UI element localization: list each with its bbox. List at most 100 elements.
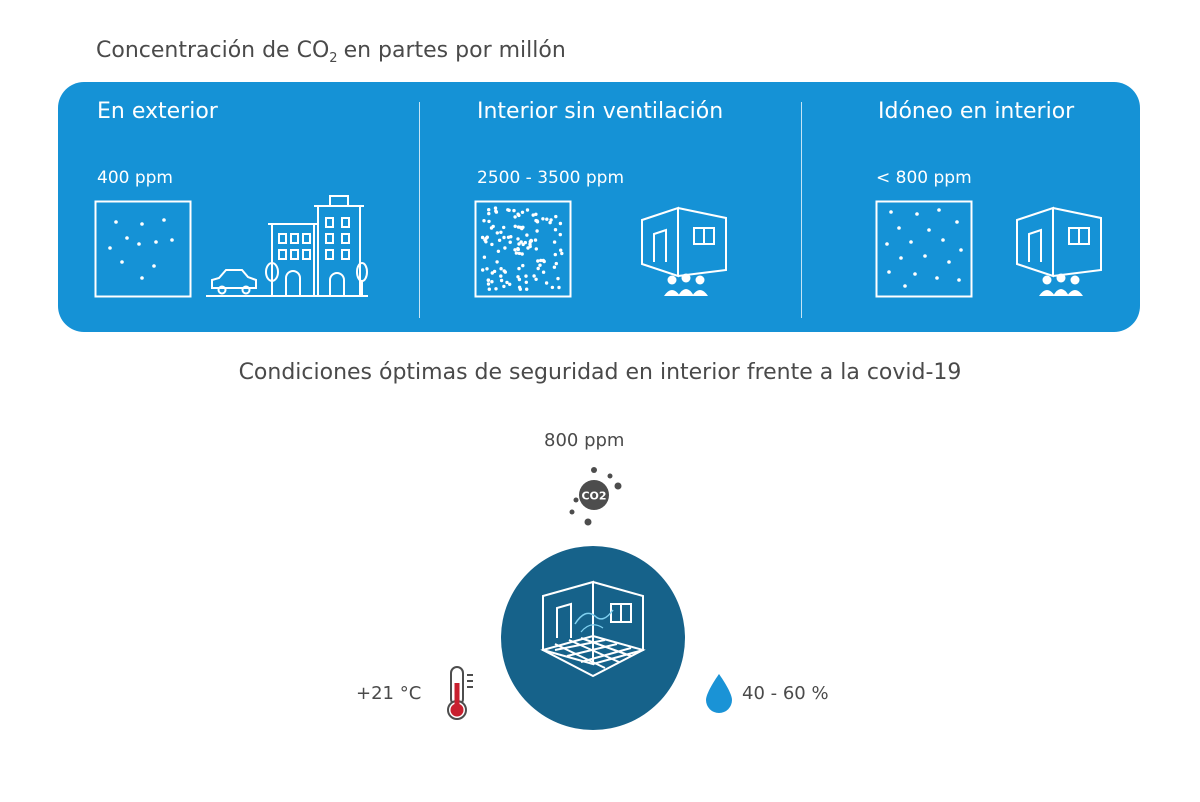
column-divider (419, 102, 420, 318)
particle-dot (507, 208, 511, 212)
particle-dot (517, 277, 522, 282)
particle-dot (534, 212, 538, 216)
temperature-value: +21 °C (356, 683, 422, 704)
sparse-particle-box-icon (875, 200, 973, 298)
particle-dot (499, 274, 503, 278)
particle-dot (559, 248, 563, 252)
particle-dot (535, 220, 540, 224)
column-divider (801, 102, 802, 318)
particle-dot (529, 238, 533, 243)
particle-dot (513, 215, 517, 219)
particle-dot (552, 240, 557, 244)
particle-dot (516, 212, 520, 216)
title-text-after: en partes por millón (343, 38, 566, 63)
conditions-title: Condiciones óptimas de seguridad en inte… (238, 360, 962, 385)
particle-dot (495, 231, 499, 235)
particle-dot (499, 230, 503, 234)
particle-dot (545, 217, 549, 221)
particle-dot (558, 221, 563, 226)
particle-dot (516, 237, 520, 241)
co2-concentration-title: Concentración de CO2 en partes por millón (96, 38, 566, 66)
particle-dot (535, 229, 539, 233)
particle-dot (521, 242, 525, 247)
particle-dot (525, 208, 530, 212)
particle-dot (483, 238, 487, 242)
outdoor-value: 400 ppm (97, 168, 173, 188)
particle-dot (513, 248, 517, 252)
particle-dot (558, 232, 562, 237)
particle-dot (554, 214, 558, 219)
particle-dot (554, 261, 558, 266)
particle-dot (487, 287, 491, 291)
particle-dot (480, 235, 485, 240)
thermometer-icon (447, 666, 473, 720)
particle-dot (531, 213, 535, 217)
particle-dot (499, 278, 504, 283)
unventilated-title: Interior sin ventilación (477, 99, 724, 124)
particle-dot (495, 260, 499, 264)
particle-dot (524, 274, 528, 278)
particle-dot (512, 208, 516, 213)
particle-dot (556, 276, 560, 281)
particle-dot (493, 206, 498, 210)
particle-box-icon (94, 200, 192, 298)
ideal-indoor-value: < 800 ppm (876, 168, 972, 188)
co2-levels-panel: En exterior 400 ppm (58, 82, 1140, 332)
particle-dot (532, 274, 536, 278)
particle-dot (524, 280, 528, 284)
particle-dot (491, 224, 495, 229)
particle-dot (490, 271, 494, 275)
particle-dot (486, 278, 490, 282)
particle-dot (499, 267, 503, 271)
particle-dot (487, 211, 491, 216)
particle-dot (525, 233, 529, 237)
particle-dot (539, 258, 543, 263)
particle-dot (502, 284, 506, 289)
particle-dot (518, 287, 522, 291)
particle-dot (548, 220, 552, 225)
unventilated-value: 2500 - 3500 ppm (477, 168, 625, 188)
particle-dot (497, 238, 502, 242)
particle-dot (536, 259, 540, 263)
outdoor-title: En exterior (97, 99, 218, 124)
title-text-before: Concentración de CO (96, 38, 330, 63)
particle-dot (541, 217, 545, 221)
particle-dot (517, 242, 521, 246)
particle-dot (487, 208, 491, 212)
particle-dot (517, 251, 522, 256)
co2-target-value: 800 ppm (544, 430, 625, 451)
particle-dot (549, 218, 553, 222)
co2-badge-text: CO2 (581, 490, 606, 503)
particle-dot (508, 282, 512, 286)
particle-dot (485, 267, 489, 271)
particle-dot (516, 275, 520, 279)
particle-dot (533, 238, 538, 242)
particle-dot (508, 240, 512, 244)
particle-dot (514, 251, 519, 255)
particle-dot (505, 280, 509, 285)
room-icon (501, 546, 685, 730)
particle-dot (494, 209, 498, 213)
particle-dot (516, 247, 520, 251)
particle-dot (490, 242, 494, 247)
particle-dot (534, 277, 538, 281)
particle-dot (494, 287, 498, 291)
particle-dot (487, 219, 491, 224)
particle-dot (502, 269, 506, 273)
particle-dot (538, 263, 542, 267)
particle-dot (482, 255, 487, 259)
particle-dot (496, 249, 501, 253)
particle-dot (503, 246, 507, 250)
particle-dot (519, 240, 523, 244)
buildings-icon (206, 195, 368, 297)
particle-dot (481, 268, 485, 272)
particle-dot (521, 263, 525, 268)
particle-dot (517, 266, 521, 271)
room-people-icon (641, 206, 727, 296)
room-people-icon (1016, 206, 1102, 296)
particle-dot (520, 210, 525, 214)
particle-dot (536, 266, 540, 271)
particle-dot (553, 228, 558, 232)
particle-dot (513, 224, 517, 228)
particle-dot (557, 285, 561, 290)
